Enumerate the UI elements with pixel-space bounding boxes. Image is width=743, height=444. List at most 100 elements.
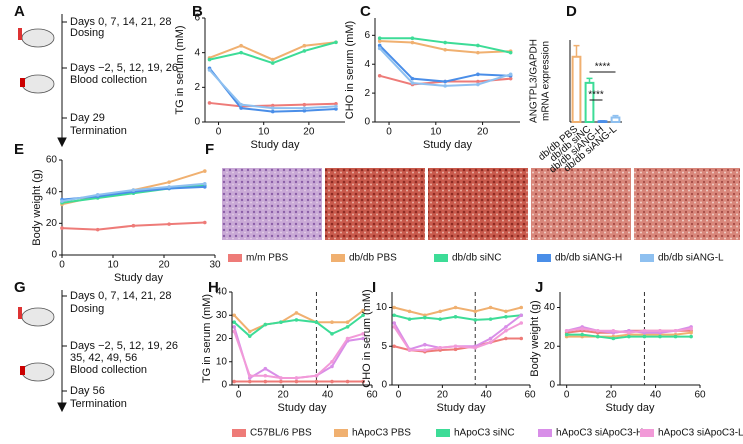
- panel-letter: E: [14, 141, 24, 158]
- data-point: [453, 305, 458, 310]
- data-point: [595, 328, 600, 333]
- data-point: [392, 305, 396, 310]
- x-tick-label: 10: [430, 127, 442, 138]
- data-point: [270, 61, 275, 65]
- y-tick-label: 40: [46, 186, 58, 197]
- data-point: [131, 223, 136, 228]
- series-line: [393, 306, 522, 317]
- data-point: [407, 348, 412, 352]
- error-bar: [573, 44, 580, 57]
- legend-label: m/m PBS: [246, 253, 289, 264]
- data-point: [410, 36, 415, 41]
- data-point: [410, 81, 415, 85]
- y-tick-label: 10: [376, 302, 388, 313]
- data-point: [302, 108, 307, 113]
- data-point: [247, 379, 252, 384]
- data-point: [232, 320, 237, 325]
- y-tick-label: 0: [194, 117, 200, 128]
- data-point: [361, 308, 365, 313]
- y-tick-label: 0: [364, 117, 370, 128]
- timeline-arrows: [57, 14, 67, 413]
- data-point: [392, 344, 396, 349]
- y-tick-label: 2: [364, 88, 370, 99]
- data-point: [611, 336, 616, 341]
- data-point: [207, 57, 212, 62]
- legend-swatch: [228, 254, 242, 262]
- y-tick-label: 0: [381, 380, 387, 391]
- data-point: [345, 336, 350, 341]
- legend-swatch: [331, 254, 345, 262]
- data-point: [689, 334, 693, 339]
- data-point: [673, 328, 678, 333]
- data-point: [377, 39, 382, 43]
- panel-letter: C: [360, 3, 371, 20]
- panel-letter: G: [14, 279, 26, 296]
- data-point: [263, 322, 268, 327]
- x-tick-label: 20: [158, 260, 170, 271]
- y-tick-label: 30: [216, 310, 228, 321]
- data-point: [438, 346, 442, 350]
- data-point: [302, 106, 307, 110]
- x-axis-label: Study day: [423, 139, 472, 151]
- y-tick-label: 40: [544, 302, 556, 313]
- legend-label: db/db siNC: [452, 253, 501, 264]
- data-point: [270, 57, 275, 62]
- y-tick-label: 20: [216, 333, 228, 344]
- data-point: [689, 330, 693, 335]
- data-point: [334, 102, 338, 106]
- x-tick-label: 20: [303, 127, 315, 138]
- data-point: [642, 328, 647, 333]
- y-tick-label: 20: [46, 218, 58, 229]
- data-point: [407, 309, 412, 314]
- data-point: [232, 313, 237, 318]
- y-tick-label: 6: [364, 30, 370, 41]
- timeline-text: Blood collection: [70, 74, 147, 86]
- x-tick-label: 0: [396, 390, 402, 401]
- data-point: [488, 317, 493, 321]
- data-point: [95, 227, 100, 232]
- y-tick-label: 4: [194, 47, 200, 58]
- data-point: [595, 334, 600, 339]
- y-axis-label: TG in serum (mM): [201, 294, 213, 383]
- data-point: [476, 72, 480, 77]
- data-point: [476, 50, 480, 55]
- data-point: [453, 347, 458, 352]
- timeline-text: 35, 42, 49, 56: [70, 352, 137, 364]
- x-tick-label: 10: [107, 260, 119, 271]
- data-point: [314, 379, 319, 384]
- data-point: [377, 73, 382, 78]
- data-point: [247, 329, 252, 334]
- legend-swatch: [434, 254, 448, 262]
- legend-swatch: [538, 429, 552, 437]
- data-point: [270, 109, 275, 114]
- data-point: [658, 334, 662, 339]
- data-point: [361, 313, 365, 318]
- data-point: [504, 315, 508, 319]
- x-tick-label: 40: [481, 390, 493, 401]
- series-line: [393, 314, 522, 321]
- data-point: [443, 79, 447, 84]
- data-point: [314, 373, 319, 378]
- legend-label: db/db PBS: [349, 253, 397, 264]
- data-point: [167, 180, 171, 184]
- data-point: [330, 379, 334, 384]
- x-axis-label: Study day: [251, 139, 300, 151]
- panel-letter: D: [566, 3, 577, 20]
- data-point: [473, 318, 478, 322]
- legend-swatch: [640, 429, 654, 437]
- data-point: [392, 321, 396, 325]
- data-point: [302, 102, 307, 107]
- y-axis-label: ANGTPL3/GAPDH: [529, 39, 540, 123]
- x-tick-label: 60: [366, 390, 378, 401]
- timeline-text: Day 56: [70, 385, 105, 397]
- legend-swatch: [232, 429, 246, 437]
- legend-swatch: [537, 254, 551, 262]
- y-tick-label: 20: [544, 341, 556, 352]
- data-point: [263, 373, 268, 378]
- data-point: [627, 330, 631, 335]
- data-point: [294, 376, 299, 380]
- data-point: [330, 364, 334, 369]
- series-line: [209, 41, 337, 61]
- data-point: [232, 379, 237, 384]
